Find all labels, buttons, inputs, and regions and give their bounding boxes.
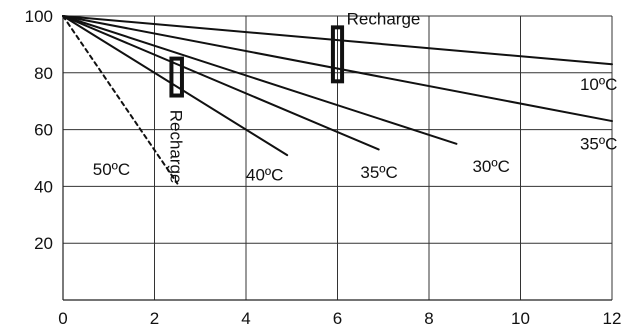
y-tick-label-0: 20 [34,234,53,253]
y-tick-label-3: 80 [34,64,53,83]
x-tick-label-6: 12 [603,309,622,328]
series-line-2 [62,15,458,145]
series-line-4 [62,15,289,157]
series-label-3: 35ºC [360,163,397,182]
series-line-5 [62,15,179,185]
x-tick-label-3: 6 [333,309,342,328]
recharge-box-1 [169,56,184,98]
series-line-0 [62,15,613,66]
series-label-1: 35ºC [580,134,617,153]
x-tick-label-0: 0 [58,309,67,328]
y-tick-label-4: 100 [25,7,53,26]
x-tick-label-1: 2 [150,309,159,328]
recharge-label-0: Recharge [347,10,421,29]
series-line-3 [62,15,380,151]
x-tick-label-4: 8 [424,309,433,328]
x-tick-label-5: 10 [511,309,530,328]
series-label-2: 30ºC [472,157,509,176]
recharge-label-1: Recharge [167,110,186,184]
series-label-4: 40ºC [246,166,283,185]
series-line-1 [62,15,613,123]
y-tick-label-2: 60 [34,121,53,140]
x-tick-label-2: 4 [241,309,250,328]
y-tick-label-1: 40 [34,177,53,196]
series-label-0: 10ºC [580,75,617,94]
series-label-5: 50ºC [93,160,130,179]
recharge-box-0 [330,25,345,84]
